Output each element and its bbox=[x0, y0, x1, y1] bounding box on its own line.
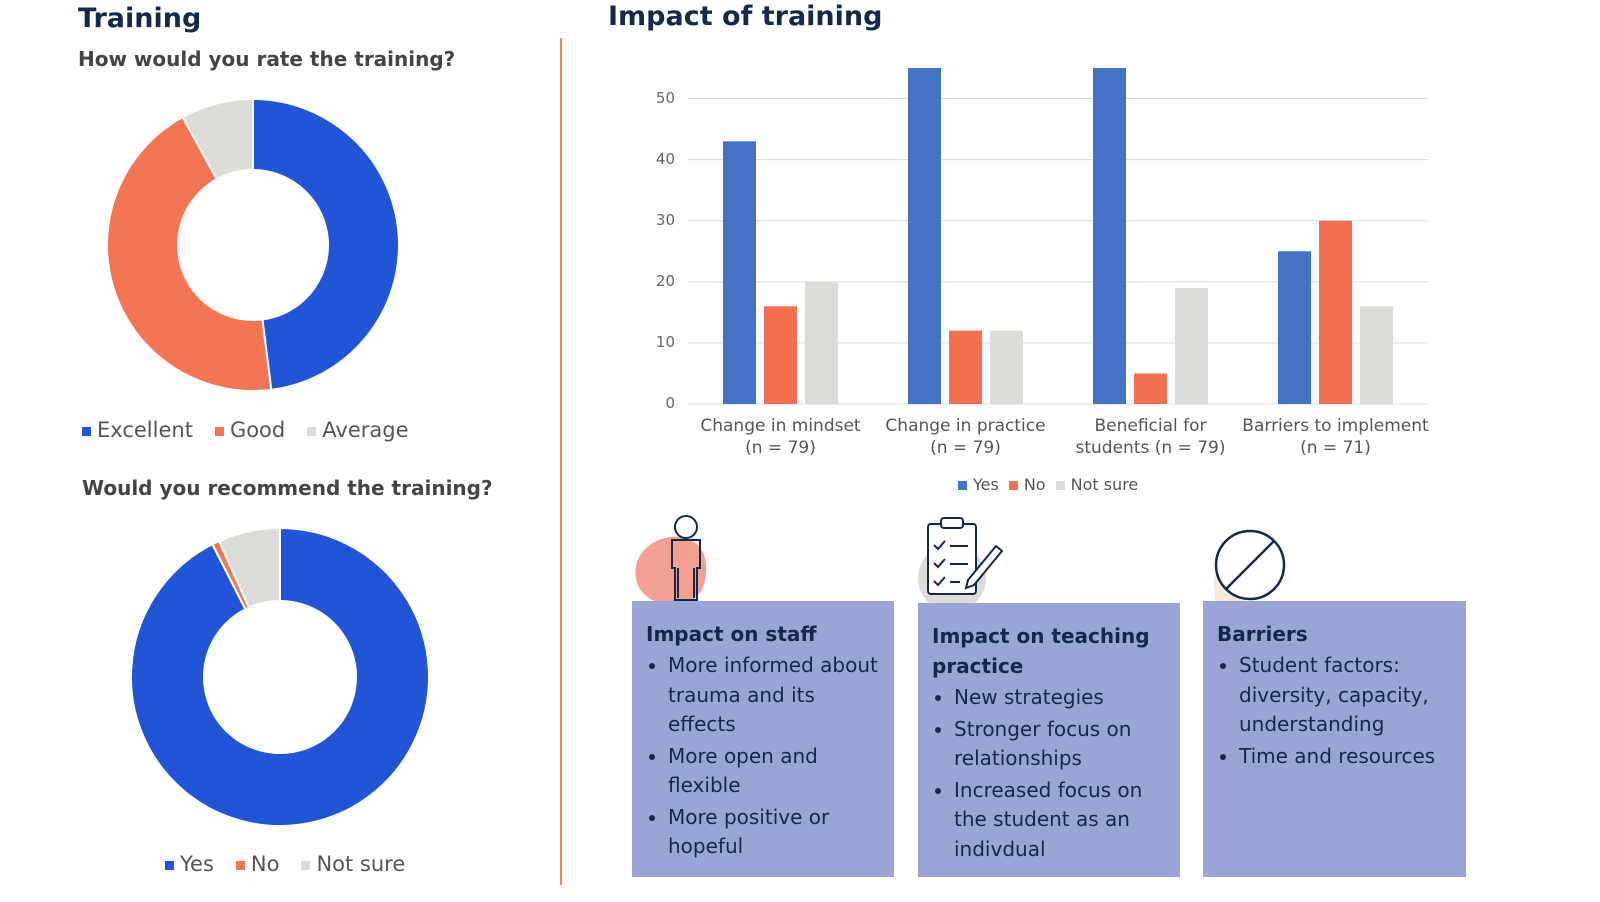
bullet: More open and flexible bbox=[668, 742, 880, 801]
bullet: Time and resources bbox=[1239, 742, 1452, 772]
y-tick-label: 50 bbox=[655, 88, 675, 107]
x-tick-label: Barriers to implement (n = 71) bbox=[1242, 416, 1429, 458]
chart-title: Would you recommend the training? bbox=[82, 476, 493, 500]
legend-label: Good bbox=[229, 418, 286, 442]
bar bbox=[1360, 306, 1393, 404]
bar bbox=[764, 306, 797, 404]
bullet: Increased focus on the student as an ind… bbox=[954, 776, 1166, 865]
legend-label: Yes bbox=[973, 475, 999, 494]
legend-label: Not sure bbox=[316, 852, 406, 876]
bullet-list: More informed about trauma and its effec… bbox=[646, 651, 880, 862]
pie-slice bbox=[130, 526, 430, 827]
bullet: Student factors: diversity, capacity, un… bbox=[1239, 651, 1452, 740]
legend-swatch bbox=[1008, 481, 1018, 490]
legend-label: Not sure bbox=[1070, 475, 1139, 494]
pie-slice bbox=[106, 115, 273, 392]
legend-swatch bbox=[307, 426, 317, 436]
y-tick-label: 10 bbox=[655, 332, 675, 351]
legend-label: No bbox=[1023, 475, 1046, 494]
legend-item: Not sure bbox=[1055, 475, 1139, 494]
info-panel: Impact on teaching practiceNew strategie… bbox=[918, 603, 1180, 877]
legend: Yes No Not sure bbox=[958, 475, 1138, 494]
bullet-list: New strategiesStronger focus on relation… bbox=[932, 683, 1166, 864]
section-title: Impact of training bbox=[608, 1, 883, 32]
legend-label: Average bbox=[322, 418, 409, 442]
bar bbox=[990, 330, 1023, 404]
y-tick-label: 20 bbox=[655, 271, 675, 290]
icons bbox=[635, 515, 1286, 612]
info-panel: Barriers Student factors: diversity, capa… bbox=[1203, 601, 1466, 877]
legend-item: Not sure bbox=[301, 852, 405, 876]
legend-swatch bbox=[301, 860, 311, 870]
legend-label: Yes bbox=[180, 852, 214, 876]
legend-swatch bbox=[165, 860, 174, 870]
chart-title: How would you rate the training? bbox=[78, 47, 456, 71]
pie-slice bbox=[181, 97, 254, 181]
bar bbox=[908, 68, 941, 404]
x-tick-label: Change in practice (n = 79) bbox=[885, 416, 1046, 458]
legend-item: Yes bbox=[958, 475, 999, 494]
legend-item: Excellent bbox=[82, 418, 193, 442]
legend-swatch bbox=[235, 860, 245, 870]
bar bbox=[723, 141, 756, 405]
bullet: More informed about trauma and its effec… bbox=[668, 651, 880, 740]
legend-swatch bbox=[82, 426, 91, 436]
legend-item: Average bbox=[307, 418, 409, 442]
pie-slice bbox=[252, 97, 400, 391]
section-title: Training bbox=[78, 3, 202, 34]
bar bbox=[1134, 373, 1167, 404]
info-panel: Impact on staff More informed about traum… bbox=[632, 601, 894, 877]
legend: Yes No Not sure bbox=[165, 852, 405, 876]
bar bbox=[1175, 287, 1208, 404]
legend-label: Excellent bbox=[97, 418, 193, 442]
legend-item: Good bbox=[214, 418, 286, 442]
legend-swatch bbox=[958, 481, 967, 490]
bar bbox=[1319, 220, 1352, 404]
bar bbox=[1093, 68, 1126, 404]
legend-item: No bbox=[235, 852, 280, 876]
pie-slice bbox=[217, 526, 281, 609]
legend-item: Yes bbox=[165, 852, 214, 876]
panel-title: Impact on teaching practice bbox=[932, 624, 1150, 678]
panel-title: Impact on staff bbox=[646, 622, 817, 646]
bullet-list: Student factors: diversity, capacity, un… bbox=[1217, 651, 1452, 771]
legend-swatch bbox=[214, 426, 224, 436]
y-tick-label: 30 bbox=[655, 210, 675, 229]
legend: Excellent Good Average bbox=[82, 418, 409, 442]
bullet: Stronger focus on relationships bbox=[954, 715, 1166, 774]
panel-title: Barriers bbox=[1217, 622, 1308, 646]
x-tick-label: Beneficial for students (n = 79) bbox=[1075, 416, 1226, 458]
legend-swatch bbox=[1055, 481, 1065, 490]
bullet: New strategies bbox=[954, 683, 1166, 713]
x-tick-label: Change in mindset (n = 79) bbox=[700, 416, 861, 458]
bar bbox=[949, 330, 982, 404]
bar bbox=[805, 281, 838, 404]
legend-label: No bbox=[250, 852, 280, 876]
bullet: More positive or hopeful bbox=[668, 803, 880, 862]
legend-item: No bbox=[1008, 475, 1046, 494]
bar bbox=[1278, 251, 1311, 404]
y-tick-label: 40 bbox=[655, 149, 675, 168]
y-tick-label: 0 bbox=[665, 394, 675, 412]
